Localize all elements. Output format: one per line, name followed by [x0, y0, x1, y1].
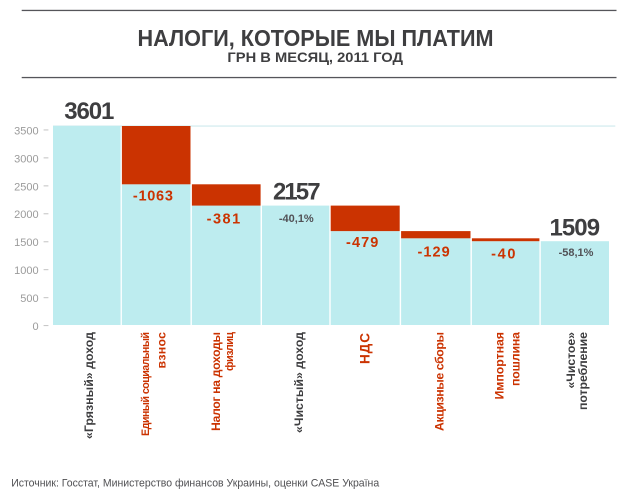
svg-text:физлиц: физлиц: [224, 332, 236, 371]
svg-text:НДС: НДС: [358, 333, 373, 364]
svg-text:2000: 2000: [14, 209, 38, 221]
svg-text:Акцизные сборы: Акцизные сборы: [433, 332, 447, 431]
svg-text:потребление: потребление: [576, 332, 590, 410]
svg-text:«Чистое»: «Чистое»: [564, 332, 578, 389]
svg-text:пошлина: пошлина: [509, 332, 523, 386]
svg-text:3000: 3000: [14, 153, 38, 165]
svg-text:«Грязный» доход: «Грязный» доход: [82, 332, 96, 439]
svg-text:-479: -479: [346, 235, 378, 251]
svg-text:2500: 2500: [14, 181, 38, 193]
svg-text:3601: 3601: [64, 98, 114, 125]
svg-text:-129: -129: [417, 244, 449, 260]
svg-text:НАЛОГИ, КОТОРЫЕ МЫ ПЛАТИМ: НАЛОГИ, КОТОРЫЕ МЫ ПЛАТИМ: [138, 25, 494, 51]
svg-text:-40,1%: -40,1%: [279, 213, 314, 225]
svg-text:2157: 2157: [273, 179, 321, 206]
svg-text:взнос: взнос: [155, 332, 169, 369]
svg-text:3500: 3500: [14, 125, 38, 137]
svg-text:Импортная: Импортная: [493, 332, 507, 400]
svg-text:500: 500: [20, 293, 38, 305]
svg-text:-1063: -1063: [133, 188, 173, 204]
svg-text:ГРН В МЕСЯЦ, 2011 ГОД: ГРН В МЕСЯЦ, 2011 ГОД: [227, 49, 403, 65]
svg-text:1500: 1500: [14, 237, 38, 249]
svg-text:-58,1%: -58,1%: [559, 247, 594, 259]
svg-text:Налог на доходы: Налог на доходы: [209, 332, 223, 431]
svg-text:Источник: Госстат, Министерств: Источник: Госстат, Министерство финансов…: [11, 478, 380, 490]
svg-text:Единый социальный: Единый социальный: [140, 332, 152, 436]
svg-text:«Чистый» доход: «Чистый» доход: [292, 332, 306, 433]
svg-text:-381: -381: [207, 211, 241, 227]
svg-text:-40: -40: [491, 246, 515, 262]
svg-text:1509: 1509: [550, 214, 601, 241]
svg-text:0: 0: [32, 321, 38, 333]
svg-text:1000: 1000: [14, 265, 38, 277]
